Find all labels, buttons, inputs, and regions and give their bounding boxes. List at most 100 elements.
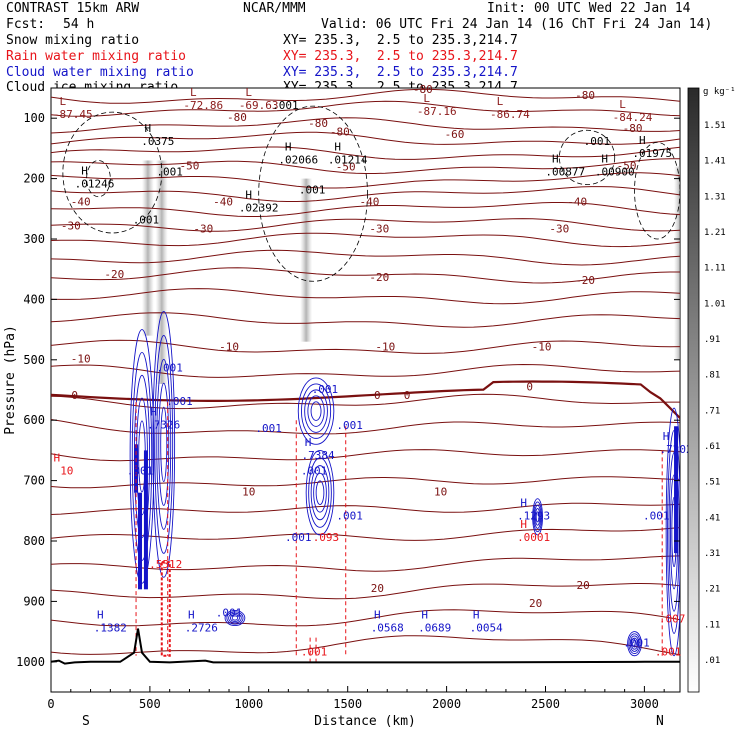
cloud-water-contour (313, 472, 327, 513)
colorbar-label: .91 (704, 335, 720, 345)
rain-core (160, 561, 171, 657)
x-tick-label: 2000 (432, 697, 461, 711)
extremum-value: .7202 (659, 443, 692, 456)
extremum-value: 10 (60, 464, 73, 477)
isotherm-label: -80 (413, 83, 433, 96)
extremum-value: -87.16 (417, 105, 457, 118)
extremum-mark: H (305, 436, 312, 449)
cloud-water-contour (305, 449, 335, 536)
isotherm-label: -10 (219, 341, 239, 354)
y-tick-label: 500 (23, 353, 45, 367)
isotherm (51, 555, 680, 572)
rain-water-contours (135, 402, 663, 662)
extremum-value: .001 (255, 422, 282, 435)
extremum-value: .1382 (94, 621, 127, 634)
extremum-value: .7326 (147, 418, 180, 431)
isotherm (51, 449, 680, 462)
colorbar-label: 1.51 (704, 121, 726, 131)
forecast-label: Fcst: (6, 17, 46, 32)
extremum-value: .001 (299, 183, 326, 196)
isotherm (51, 172, 680, 189)
y-tick-label: 1000 (16, 655, 45, 669)
isotherm (51, 232, 680, 248)
extremum-mark: H (663, 430, 670, 443)
y-tick-label: 300 (23, 232, 45, 246)
extremum-value: .0054 (470, 621, 503, 634)
isotherm-label: 10 (242, 485, 255, 498)
isotherm-label: 20 (576, 579, 589, 592)
cloud-water-contour (628, 633, 641, 655)
cloud-water-contour (158, 382, 170, 506)
extremum-mark: H (285, 140, 292, 153)
cloud-water-core (143, 450, 148, 590)
y-tick-label: 200 (23, 172, 45, 186)
y-tick-label: 600 (23, 413, 45, 427)
isotherm (51, 146, 680, 160)
extremum-value: .0568 (371, 621, 404, 634)
extremum-mark: H (81, 164, 88, 177)
snow-plume (300, 178, 313, 342)
colorbar-label: .21 (704, 585, 720, 595)
extremum-mark: L (245, 86, 252, 99)
extremum-mark: H (639, 134, 646, 147)
model-name: CONTRAST 15km ARW (6, 1, 140, 16)
isotherm-label: 20 (529, 597, 542, 610)
terrain-line (50, 628, 680, 665)
extremum-value: .007 (659, 612, 686, 625)
isotherm (51, 88, 680, 104)
extremum-value: .7384 (301, 449, 334, 462)
extremum-mark: H (188, 608, 195, 621)
isotherm-label: -10 (532, 341, 552, 354)
cloud-ice-contour (86, 160, 111, 198)
init-time: Init: 00 UTC Wed 22 Jan 14 (487, 1, 691, 16)
cloud-water-contour (665, 407, 680, 657)
extremum-value: .001 (655, 646, 682, 659)
extremum-mark: H (552, 152, 559, 165)
colorbar-label: 1.01 (704, 299, 726, 309)
extremum-value: -87.45 (53, 108, 93, 121)
isotherm-label: -20 (369, 271, 389, 284)
cloud-water-contour (535, 511, 540, 523)
field-label-rain: Rain water mixing ratio (6, 49, 187, 64)
isotherm-label: -50 (180, 159, 200, 172)
cloud-water-contour (228, 612, 242, 624)
isotherm-label: 10 (434, 485, 447, 498)
extremum-value: .001 (127, 464, 154, 477)
colorbar-label: .11 (704, 620, 720, 630)
x-tick-label: 1000 (234, 697, 263, 711)
isotherm-label: -40 (567, 196, 587, 209)
colorbar-label: 1.11 (704, 264, 726, 274)
isotherm-label: -80 (227, 111, 247, 124)
x-tick-label: 3000 (630, 697, 659, 711)
isotherm (51, 218, 680, 232)
extremum-value: .093 (313, 531, 340, 544)
x-tick-label: 500 (139, 697, 161, 711)
isotherm-label: -30 (61, 220, 81, 233)
isotherm-label: -80 (330, 125, 350, 138)
extremum-mark: H (520, 497, 527, 510)
isotherm-label: -40 (71, 196, 91, 209)
extremum-value: .001 (336, 510, 363, 523)
isotherm (51, 288, 680, 305)
extremum-value: .01214 (328, 153, 368, 166)
forecast-hours: 54 h (63, 17, 95, 32)
colorbar-label: .01 (704, 656, 720, 666)
isotherm-label: -30 (549, 223, 569, 236)
snow-shading (141, 160, 680, 384)
cloud-water-contour (630, 637, 639, 650)
extremum-value: -69.63 (239, 99, 279, 112)
cloud-water-contour (152, 311, 176, 578)
field-label-snow: Snow mixing ratio (6, 33, 140, 48)
cloud-water-contour (533, 504, 542, 529)
isotherm-label: -30 (193, 223, 213, 236)
isotherm (51, 582, 680, 600)
extremum-mark: H (473, 608, 480, 621)
cloud-water-contour (229, 614, 240, 622)
extremum-value: .2726 (185, 621, 218, 634)
extremum-value: -84.24 (613, 111, 653, 124)
isotherm-label: -80 (623, 122, 643, 135)
isotherm-label: -80 (575, 89, 595, 102)
y-tick-label: 100 (23, 111, 45, 125)
colorbar-label: .81 (704, 371, 720, 381)
colorbar-unit: g kg⁻¹ (703, 87, 736, 97)
